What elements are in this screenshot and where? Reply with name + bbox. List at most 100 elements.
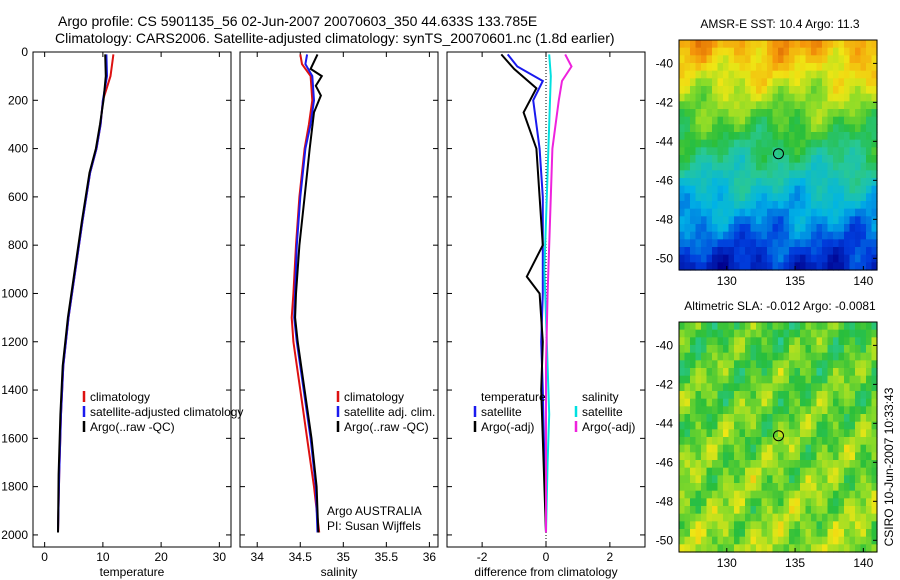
sst-map-cell — [849, 124, 856, 133]
sst-map-cell — [739, 162, 746, 171]
sst-map-cell — [756, 93, 763, 102]
sst-map-cell — [838, 40, 845, 49]
sla-map-cell — [712, 475, 719, 484]
sla-map-cell — [772, 437, 779, 446]
sst-map-cell — [723, 208, 730, 217]
sla-map-cell — [844, 483, 851, 492]
sla-map-cell — [745, 398, 752, 407]
sst-map-cell — [701, 162, 708, 171]
sla-map-cell — [745, 322, 752, 331]
sla-map-cell — [717, 352, 724, 361]
sst-map-cell — [800, 216, 807, 225]
sla-map-cell — [783, 513, 790, 522]
sst-map-cell — [794, 47, 801, 56]
sst-map-cell — [844, 193, 851, 202]
sst-map-cell — [866, 132, 873, 141]
sst-map-cell — [723, 109, 730, 118]
sst-map-cell — [833, 132, 840, 141]
sla-map-cell — [684, 475, 691, 484]
sst-map-cell — [706, 239, 713, 248]
sla-map-cell — [679, 375, 686, 384]
sst-map-cell — [800, 132, 807, 141]
sla-map-cell — [794, 444, 801, 453]
sla-map-cell — [739, 352, 746, 361]
sla-map-cell — [734, 498, 741, 507]
sla-map-cell — [701, 452, 708, 461]
sla-map-cell — [728, 475, 735, 484]
sst-map-cell — [778, 40, 785, 49]
sst-map-cell — [734, 239, 741, 248]
sst-map-cell — [756, 170, 763, 179]
sst-map-cell — [805, 78, 812, 87]
sla-map-ytick-label: -42 — [656, 377, 674, 391]
sst-map-cell — [761, 78, 768, 87]
sst-map-cell — [833, 208, 840, 217]
sst-map-cell — [717, 63, 724, 72]
sla-map-cell — [679, 513, 686, 522]
sst-map-cell — [849, 101, 856, 110]
sla-map-cell — [750, 490, 757, 499]
sst-map-cell — [756, 193, 763, 202]
sla-map-cell — [816, 460, 823, 469]
sla-map-cell — [723, 483, 730, 492]
sst-map-cell — [794, 70, 801, 79]
sla-map-cell — [745, 475, 752, 484]
sla-map-cell — [805, 437, 812, 446]
sla-map-cell — [679, 391, 686, 400]
sst-map-cell — [855, 78, 862, 87]
sla-map-cell — [717, 544, 724, 553]
sst-map-cell — [745, 193, 752, 202]
sst-map-cell — [701, 247, 708, 256]
sst-map-cell — [866, 162, 873, 171]
sla-map-cell — [706, 536, 713, 545]
sst-map-cell — [734, 63, 741, 72]
sla-map-cell — [822, 444, 829, 453]
sst-map-cell — [794, 63, 801, 72]
temperature-xtick-label: 10 — [96, 550, 110, 564]
sst-map-cell — [816, 216, 823, 225]
sst-map-xtick-label: 135 — [785, 274, 805, 288]
sla-map-cell — [728, 536, 735, 545]
sla-map-cell — [794, 329, 801, 338]
sla-map-cell — [695, 337, 702, 346]
temperature-xlabel: temperature — [100, 565, 165, 579]
sst-map-cell — [800, 262, 807, 271]
sla-map-cell — [723, 544, 730, 553]
sst-map-cell — [734, 247, 741, 256]
sst-map-cell — [679, 101, 686, 110]
sst-map-cell — [855, 216, 862, 225]
sla-map-cell — [860, 337, 867, 346]
sla-map-cell — [706, 421, 713, 430]
sst-map-cell — [849, 139, 856, 148]
sla-map-cell — [772, 460, 779, 469]
sst-map-cell — [800, 254, 807, 263]
sla-map-cell — [789, 375, 796, 384]
sla-map-cell — [739, 498, 746, 507]
sla-map-cell — [739, 490, 746, 499]
sst-map-cell — [816, 63, 823, 72]
sst-map-cell — [772, 101, 779, 110]
sla-map-cell — [684, 467, 691, 476]
sla-map-cell — [756, 475, 763, 484]
sst-map-cell — [789, 155, 796, 164]
sla-map-cell — [739, 429, 746, 438]
sst-map-cell — [789, 47, 796, 56]
sla-map-cell — [761, 383, 768, 392]
sst-map-cell — [811, 132, 818, 141]
sla-map-cell — [855, 490, 862, 499]
sla-map-cell — [855, 421, 862, 430]
sst-map-cell — [849, 178, 856, 187]
sla-map-cell — [811, 536, 818, 545]
sst-map-cell — [838, 147, 845, 156]
sla-map-cell — [778, 383, 785, 392]
sla-map-cell — [767, 414, 774, 423]
sst-map-cell — [761, 40, 768, 49]
sst-map-cell — [838, 70, 845, 79]
sla-map-cell — [772, 490, 779, 499]
sla-map-cell — [849, 329, 856, 338]
sst-map-cell — [706, 78, 713, 87]
sla-map-cell — [679, 498, 686, 507]
sla-map-cell — [783, 406, 790, 415]
sst-map-cell — [789, 216, 796, 225]
sst-map-cell — [706, 201, 713, 210]
